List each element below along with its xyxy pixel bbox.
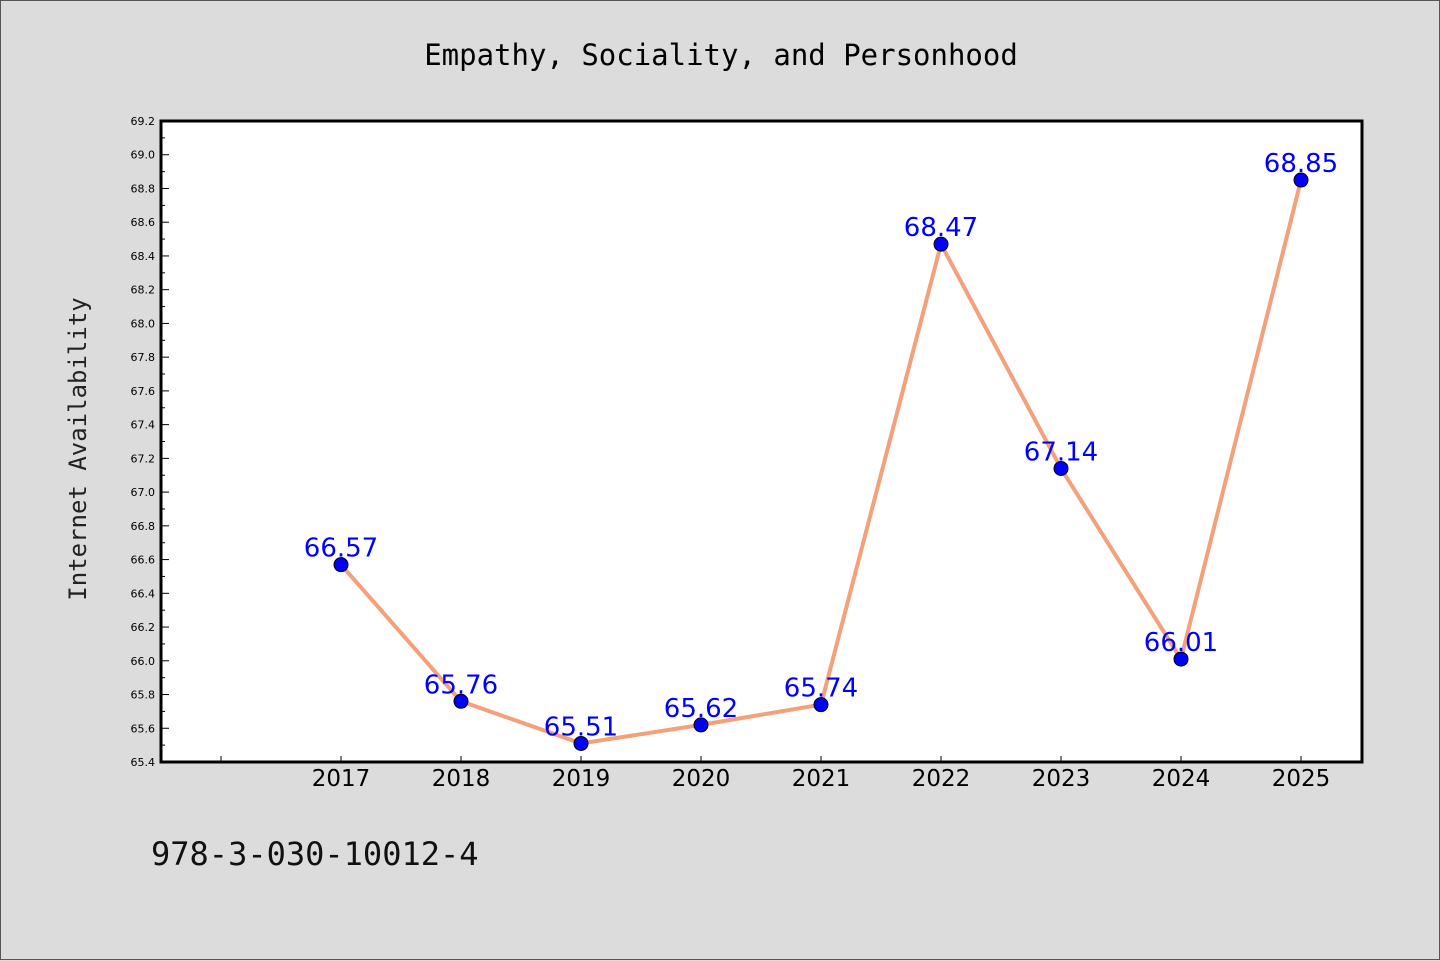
data-point <box>933 236 949 252</box>
data-label: 65.74 <box>784 674 858 704</box>
y-tick-label: 67.0 <box>131 486 156 499</box>
data-point <box>813 697 829 713</box>
data-label: 68.85 <box>1264 149 1338 179</box>
x-tick-label: 2021 <box>792 766 851 792</box>
plot-border <box>159 119 1364 764</box>
y-axis-label: Internet Availability <box>64 297 92 600</box>
y-tick-label: 68.0 <box>131 317 156 330</box>
data-point <box>1053 460 1069 476</box>
plot-area <box>161 121 1362 762</box>
data-label: 65.62 <box>664 694 738 724</box>
data-label: 66.01 <box>1144 628 1218 658</box>
y-tick-label: 65.4 <box>131 756 156 769</box>
y-tick-label: 68.4 <box>131 250 156 263</box>
x-tick-label: 2025 <box>1272 766 1331 792</box>
data-point <box>693 717 709 733</box>
data-point <box>1173 651 1189 667</box>
y-tick-label: 66.2 <box>131 621 156 634</box>
isbn-text: 978-3-030-10012-4 <box>151 835 479 873</box>
y-tick-label: 67.2 <box>131 452 156 465</box>
y-tick-label: 66.6 <box>131 554 156 567</box>
x-axis-ticks: 2017 2018 2019 2020 2021 2022 2023 2024 2025 <box>220 756 1331 792</box>
y-tick-label: 67.6 <box>131 385 156 398</box>
y-tick-label: 66.0 <box>131 655 156 668</box>
data-point <box>333 557 349 573</box>
y-tick-label: 66.4 <box>131 587 156 600</box>
y-tick-label: 69.0 <box>131 149 156 162</box>
y-tick-label: 66.8 <box>131 520 156 533</box>
data-label: 66.57 <box>304 534 378 564</box>
x-tick-label: 2018 <box>432 766 491 792</box>
y-tick-label: 69.2 <box>131 115 156 128</box>
y-tick-label: 67.8 <box>131 351 156 364</box>
y-tick-label: 67.4 <box>131 419 156 432</box>
y-tick-label: 68.8 <box>131 182 156 195</box>
data-point <box>1293 172 1309 188</box>
data-point <box>453 693 469 709</box>
y-tick-label: 68.6 <box>131 216 156 229</box>
data-point <box>573 735 589 751</box>
data-label: 65.76 <box>424 670 498 700</box>
series-group: 66.57 65.76 65.51 65.62 65.74 68.47 67.14 66.01… <box>304 149 1338 751</box>
x-tick-label: 2017 <box>312 766 371 792</box>
x-tick-label: 2023 <box>1032 766 1091 792</box>
x-tick-label: 2022 <box>912 766 971 792</box>
data-label: 68.47 <box>904 213 978 243</box>
y-tick-label: 65.8 <box>131 689 156 702</box>
x-tick-label: 2019 <box>552 766 611 792</box>
y-tick-label: 65.6 <box>131 722 156 735</box>
data-label: 65.51 <box>544 712 618 742</box>
x-tick-label: 2020 <box>672 766 731 792</box>
y-tick-label: 68.2 <box>131 284 156 297</box>
data-label: 67.14 <box>1024 437 1098 467</box>
y-axis-ticks: 65.4 65.6 65.8 66.0 66.2 66.4 66.6 66.8 67.0 67.2… <box>131 115 169 769</box>
chart-title: Empathy, Sociality, and Personhood <box>424 38 1018 72</box>
x-tick-label: 2024 <box>1152 766 1211 792</box>
